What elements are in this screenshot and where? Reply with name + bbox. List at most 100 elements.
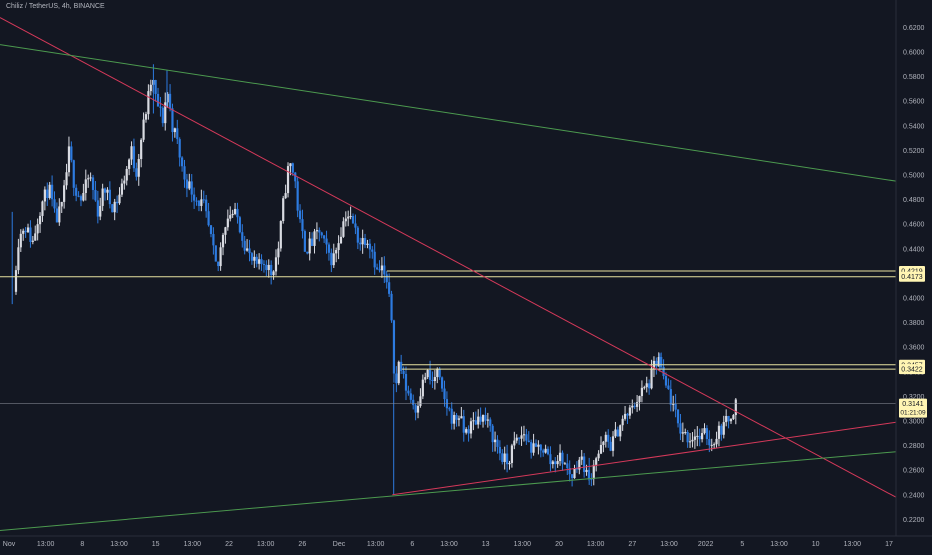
candle-body [380, 265, 384, 271]
candle-body [443, 388, 446, 400]
candles-layer [11, 64, 737, 495]
candle-body [178, 139, 181, 158]
candle-body [725, 416, 728, 423]
candle-body [544, 448, 547, 453]
candle-body [226, 218, 229, 228]
candle-body [595, 458, 598, 465]
candle-body [549, 454, 552, 465]
candle-body [465, 429, 468, 433]
time-tick-label: 20 [555, 541, 563, 548]
candle-body [669, 389, 672, 405]
candle-body [188, 181, 191, 189]
candle-body [233, 208, 237, 214]
candle-body [231, 213, 234, 216]
candle-body [713, 444, 716, 446]
candle-body [590, 478, 593, 480]
candle-body [477, 416, 480, 425]
candle-body [708, 439, 711, 446]
candle-body [621, 418, 624, 426]
candle-body [96, 200, 99, 217]
candle-body [106, 189, 109, 193]
candle-body [469, 421, 473, 434]
candle-body [493, 439, 497, 443]
candle-body [684, 432, 687, 434]
candle-body [87, 178, 90, 180]
candle-body [325, 238, 328, 245]
candle-body [650, 368, 653, 389]
time-tick-label: 2022 [698, 541, 714, 548]
price-tick-label: 0.6200 [903, 25, 925, 32]
time-tick-label: 26 [298, 541, 306, 548]
candle-body [89, 177, 92, 179]
candle-body [347, 216, 350, 219]
candle-body [599, 444, 603, 454]
candle-body [335, 250, 338, 254]
candle-body [440, 377, 444, 389]
candle-body [676, 409, 680, 424]
candle-body [140, 139, 143, 160]
candle-body [36, 224, 39, 234]
candle-body [253, 256, 256, 261]
time-axis[interactable]: Nov 13:00 8 13:00 15 13:00 22 13:00 26 Dec 13:00 6 1… [3, 541, 893, 548]
candle-body [513, 440, 516, 446]
candle-body [715, 438, 718, 445]
candle-body [363, 238, 367, 245]
candle-body [221, 234, 225, 248]
candle-body [701, 433, 704, 440]
price-tick-label: 0.2400 [903, 492, 925, 499]
time-tick-label: 13:00 [367, 541, 385, 548]
candle-body [118, 194, 121, 204]
bar-countdown-label: 01:21:09 [900, 410, 926, 417]
candle-body [438, 368, 441, 378]
candle-body [710, 444, 713, 446]
candle-body [168, 93, 172, 109]
candle-body [344, 218, 347, 222]
candle-body [361, 238, 364, 245]
candle-body [120, 183, 124, 195]
time-tick-label: 13:00 [257, 541, 275, 548]
red-trendline [392, 421, 897, 496]
time-tick-label: 17 [885, 541, 893, 548]
time-tick-label: 22 [225, 541, 233, 548]
candle-body [592, 464, 595, 479]
candle-body [558, 452, 562, 461]
candle-body [185, 179, 189, 189]
candle-body [457, 418, 461, 420]
candle-body [46, 189, 49, 198]
candle-body [332, 253, 335, 266]
candle-body [298, 210, 302, 220]
candle-body [207, 211, 210, 226]
candle-body [578, 459, 581, 470]
candle-body [436, 368, 439, 378]
candle-body [296, 181, 299, 211]
candle-body [137, 159, 140, 177]
candle-body [310, 238, 314, 246]
candle-body [392, 320, 396, 374]
candle-body [662, 366, 665, 377]
candle-body [238, 217, 241, 233]
candle-body [527, 440, 530, 443]
candle-body [212, 234, 215, 246]
time-tick-label: 13 [482, 541, 490, 548]
candle-body [633, 405, 636, 407]
candle-body [31, 240, 34, 242]
candle-body [679, 423, 682, 434]
candle-body [55, 208, 59, 223]
level-price-label: 0.3422 [901, 367, 923, 374]
candle-body [395, 373, 398, 384]
candle-body [99, 205, 102, 217]
price-tick-label: 0.4800 [903, 197, 925, 204]
candle-body [530, 442, 533, 453]
candle-body [664, 376, 668, 386]
candle-body [320, 232, 323, 236]
candle-body [108, 189, 111, 205]
time-tick-label: 8 [80, 541, 84, 548]
last-price-label-bg [899, 398, 927, 418]
candle-body [248, 248, 251, 254]
candle-body [455, 415, 458, 420]
candle-body [534, 443, 538, 447]
price-tick-label: 0.2800 [903, 443, 925, 450]
candle-body [366, 243, 369, 245]
